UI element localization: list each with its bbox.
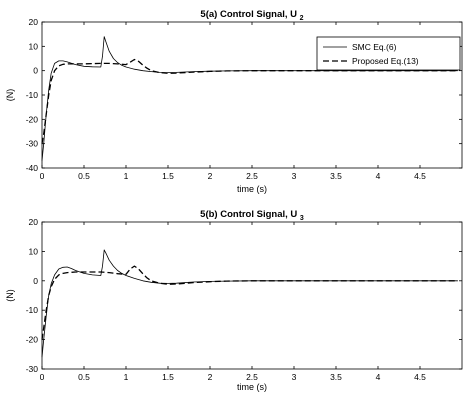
legend-label: SMC Eq.(6)	[352, 42, 397, 52]
x-tick-label-u3: 4	[376, 372, 381, 382]
x-tick-label-u3: 3	[292, 372, 297, 382]
chart-u2: 5(a) Control Signal, U 2 time (s) (N) 0 0…	[5, 9, 463, 194]
y-tick-label-u2: -40	[26, 163, 39, 173]
y-tick-label-u3: 20	[29, 217, 39, 227]
y-tick-label-u2: 0	[33, 66, 38, 76]
y-tick-label-u2: -30	[26, 139, 39, 149]
x-tick-label-u2: 2.5	[246, 171, 258, 181]
y-tick-label-u3: 10	[29, 246, 39, 256]
chart-title-u2: 5(a) Control Signal, U 2	[200, 9, 303, 22]
chart-title-u3-main: 5(b) Control Signal, U	[200, 209, 297, 220]
chart-title-u3-subscript: 3	[300, 215, 304, 222]
legend-label: Proposed Eq.(13)	[352, 56, 419, 66]
y-tick-label-u2: -20	[26, 114, 39, 124]
x-tick-label-u3: 3.5	[330, 372, 342, 382]
chart-title-u3: 5(b) Control Signal, U 3	[200, 209, 304, 222]
y-tick-label-u2: 10	[29, 41, 39, 51]
y-axis-label-u2: (N)	[5, 89, 15, 102]
x-tick-label-u3: 0	[40, 372, 45, 382]
x-tick-label-u2: 0	[40, 171, 45, 181]
x-tick-label-u3: 4.5	[414, 372, 426, 382]
x-tick-label-u2: 4	[376, 171, 381, 181]
x-tick-label-u2: 4.5	[414, 171, 426, 181]
x-tick-label-u3: 1	[124, 372, 129, 382]
x-tick-label-u3: 2	[208, 372, 213, 382]
x-axis-label-u2: time (s)	[237, 184, 267, 194]
x-tick-label-u2: 2	[208, 171, 213, 181]
y-tick-label-u3: -30	[26, 364, 39, 374]
chart-title-u2-subscript: 2	[300, 15, 304, 22]
y-tick-label-u3: -10	[26, 305, 39, 315]
series-line-u3-dashed	[41, 265, 458, 340]
x-tick-label-u2: 0.5	[78, 171, 90, 181]
x-axis-label-u3: time (s)	[237, 382, 267, 392]
y-tick-label-u3: 0	[33, 276, 38, 286]
x-tick-label-u2: 3	[292, 171, 297, 181]
x-tick-label-u3: 2.5	[246, 372, 258, 382]
chart-title-u2-main: 5(a) Control Signal, U	[200, 9, 297, 20]
x-tick-label-u2: 3.5	[330, 171, 342, 181]
y-axis-label-u3: (N)	[5, 289, 15, 302]
legend-box	[316, 36, 461, 71]
x-tick-label-u3: 0.5	[78, 372, 90, 382]
series-line-u3-solid	[41, 249, 458, 358]
x-tick-label-u3: 1.5	[162, 372, 174, 382]
x-tick-label-u2: 1.5	[162, 171, 174, 181]
plot-frame-u3	[41, 221, 463, 370]
series-line-u2-solid	[41, 36, 458, 161]
y-tick-label-u3: -20	[26, 335, 39, 345]
x-tick-label-u2: 1	[124, 171, 129, 181]
series-line-u2-dashed	[41, 58, 458, 144]
y-tick-label-u2: -10	[26, 90, 39, 100]
chart-u3: 5(b) Control Signal, U 3 time (s) (N) 0 0…	[5, 209, 463, 392]
y-tick-label-u2: 20	[29, 17, 39, 27]
